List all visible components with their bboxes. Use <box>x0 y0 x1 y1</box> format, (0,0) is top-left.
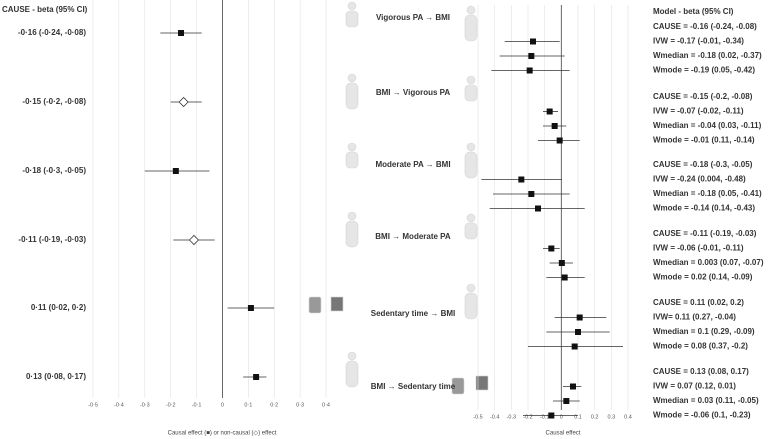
x-tick-label: 0·2 <box>270 402 278 408</box>
point-estimate <box>575 329 581 335</box>
cause-label: CAUSE = -0.11 (-0.19, -0.03) <box>653 229 757 238</box>
point-estimate <box>576 314 583 321</box>
group-label: Sedentary time → BMI <box>371 309 455 318</box>
estimate-label: -0·18 (-0·3, -0·05) <box>22 166 86 175</box>
estimate-label: 0·11 (0·02, 0·2) <box>31 303 86 312</box>
x-tick-label: 0·4 <box>322 402 330 408</box>
x-tick-label: 0.3 <box>608 414 616 420</box>
icons <box>308 1 489 395</box>
x-tick-label: 0.1 <box>574 414 582 420</box>
point-estimate <box>518 176 525 183</box>
estimate-label: Wmedian = 0.1 (0.29, -0.09) <box>653 327 755 336</box>
x-tick-label: -0.4 <box>490 414 499 420</box>
x-tick-label: 0·3 <box>296 402 304 408</box>
x-tick-label: 0.2 <box>591 414 599 420</box>
point-estimate <box>548 412 555 419</box>
point-estimate <box>178 30 185 36</box>
x-tick-label: 0·1 <box>244 402 252 408</box>
cause-label: CAUSE = 0.13 (0.08, 0.17) <box>653 367 749 376</box>
estimate-label: Wmedian = -0.18 (0.02, -0.37) <box>653 51 762 60</box>
cause-label: CAUSE = -0.16 (-0.24, -0.08) <box>653 22 757 31</box>
estimate-label: Wmedian = -0.18 (0.05, -0.41) <box>653 189 762 198</box>
x-tick-label: -0·3 <box>140 402 150 408</box>
estimate-label: Wmode = -0.06 (0.1, -0.23) <box>653 411 751 420</box>
group-label: Moderate PA → BMI <box>375 160 450 169</box>
point-estimate <box>556 137 563 144</box>
x-tick-label: -0.2 <box>523 414 532 420</box>
cause-label: CAUSE = -0.15 (-0.2, -0.08) <box>653 92 753 101</box>
point-estimate <box>551 123 558 129</box>
x-tick-label: -0·5 <box>88 402 98 408</box>
point-estimate <box>528 191 535 197</box>
cause-label: CAUSE = 0.11 (0.02, 0.2) <box>653 298 744 307</box>
estimate-label: Wmode = -0.19 (0.05, -0.42) <box>653 66 755 75</box>
x-tick-label: 0 <box>221 402 224 408</box>
point-estimate <box>570 383 576 390</box>
point-estimate <box>558 260 565 266</box>
panel-title: Model - beta (95% CI) <box>653 7 734 16</box>
point-estimate <box>178 96 189 108</box>
estimate-label: IVW = -0.07 (-0.02, -0.11) <box>653 107 744 116</box>
estimate-label: -0·11 (-0·19, -0·03) <box>18 235 86 244</box>
estimate-label: -0·15 (-0·2, -0·08) <box>22 97 86 106</box>
group-label: Vigorous PA → BMI <box>376 13 450 22</box>
estimate-label: -0·16 (-0·24, -0·08) <box>18 28 86 37</box>
x-axis-label: Causal effect <box>546 431 581 437</box>
x-axis-label: Causal effect (■) or non-causal (◇) effe… <box>168 431 277 437</box>
cause-label: CAUSE = -0.18 (-0.3, -0.05) <box>653 160 753 169</box>
x-tick-label: -0.1 <box>540 414 549 420</box>
point-estimate <box>563 398 570 404</box>
point-estimate <box>247 305 254 311</box>
estimate-label: Wmode = 0.08 (0.37, -0.2) <box>653 342 748 351</box>
estimate-label: IVW = 0.07 (0.12, 0.01) <box>653 382 736 391</box>
estimate-label: IVW = -0.17 (-0.01, -0.34) <box>653 37 744 46</box>
estimate-label: 0·13 (0·08, 0·17) <box>26 372 86 381</box>
point-estimate <box>546 108 553 115</box>
point-estimate <box>253 374 260 380</box>
point-estimate <box>571 343 578 350</box>
estimate-label: Wmedian = 0.003 (0.07, -0.07) <box>653 258 764 267</box>
point-estimate <box>561 274 568 281</box>
estimate-label: Wmedian = 0.03 (0.11, -0.05) <box>653 396 759 405</box>
estimate-label: Wmode = -0.14 (0.14, -0.43) <box>653 204 755 213</box>
group-label: BMI → Vigorous PA <box>376 88 451 97</box>
x-tick-label: -0.5 <box>473 414 482 420</box>
group-label: BMI → Moderate PA <box>375 232 451 241</box>
x-tick-label: -0·1 <box>192 402 202 408</box>
point-estimate <box>535 205 541 212</box>
point-estimate <box>548 245 555 252</box>
point-estimate <box>526 67 533 74</box>
estimate-label: IVW = -0.24 (0.004, -0.48) <box>653 175 746 184</box>
point-estimate <box>528 53 535 59</box>
x-tick-label: -0·2 <box>166 402 176 408</box>
estimate-label: Wmode = 0.02 (0.14, -0.09) <box>653 273 753 282</box>
estimate-label: Wmedian = -0.04 (0.03, -0.11) <box>653 121 762 130</box>
estimate-label: IVW = -0.06 (-0.01, -0.11) <box>653 244 744 253</box>
x-tick-label: 0 <box>560 414 563 420</box>
x-tick-label: -0·4 <box>114 402 124 408</box>
x-tick-label: -0.3 <box>507 414 516 420</box>
x-tick-label: 0.4 <box>624 414 632 420</box>
group-label: BMI → Sedentary time <box>371 382 456 391</box>
point-estimate <box>530 38 536 45</box>
panel-title: CAUSE - beta (95% CI) <box>2 5 88 14</box>
point-estimate <box>172 168 179 174</box>
estimate-label: Wmode = -0.01 (0.11, -0.14) <box>653 136 755 145</box>
estimate-label: IVW= 0.11 (0.27, -0.04) <box>653 313 736 322</box>
point-estimate <box>188 234 200 246</box>
